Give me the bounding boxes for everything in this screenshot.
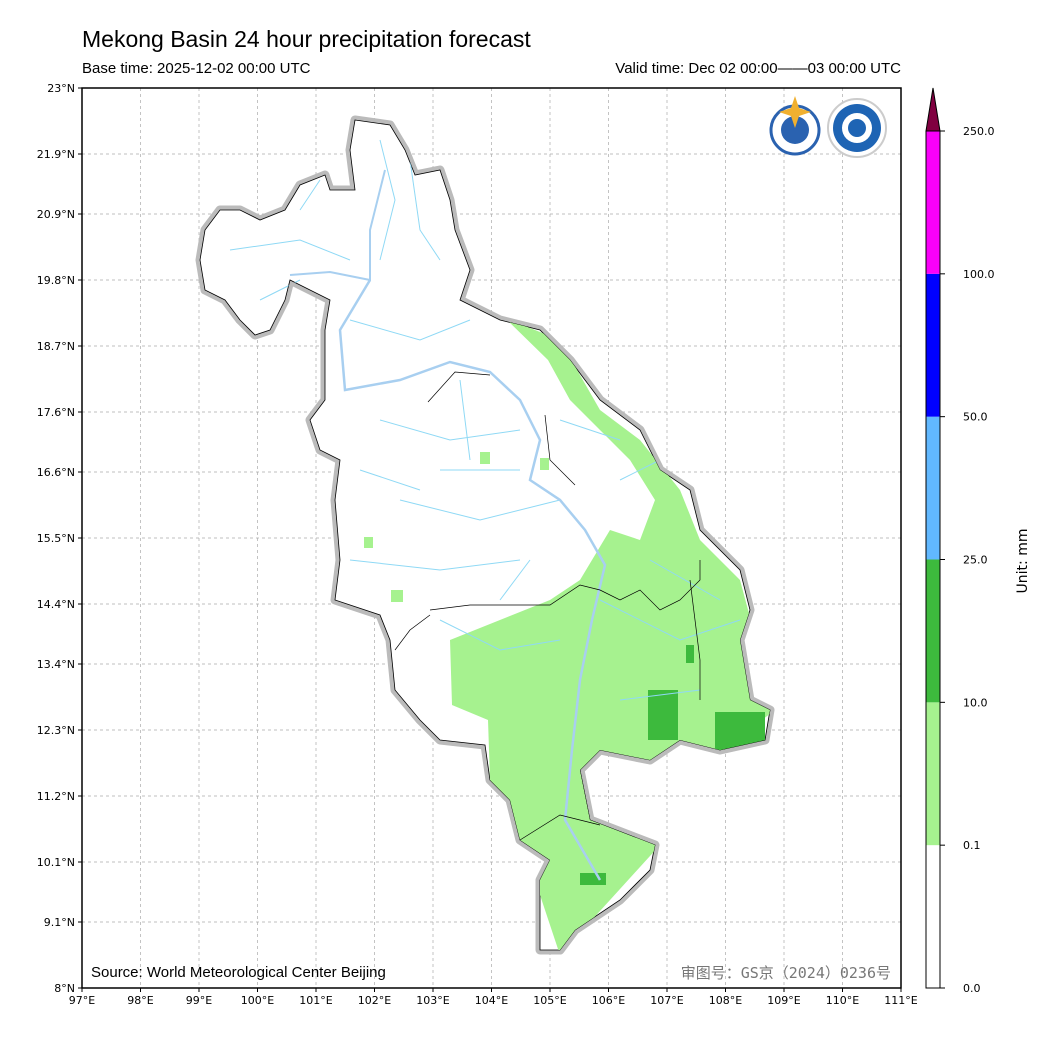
wmo-logo bbox=[769, 96, 821, 156]
colorbar-level-label: 25.0 bbox=[963, 554, 988, 567]
lon-tick-label: 109°E bbox=[767, 994, 800, 1007]
precip-dark-green-patch bbox=[686, 645, 694, 663]
river-branch bbox=[289, 169, 386, 282]
lat-tick-label: 13.4°N bbox=[37, 658, 75, 671]
lat-tick-label: 9.1°N bbox=[44, 916, 75, 929]
country-border bbox=[394, 371, 701, 841]
lon-tick-label: 108°E bbox=[709, 994, 742, 1007]
lat-tick-label: 11.2°N bbox=[37, 790, 75, 803]
lon-tick-label: 99°E bbox=[186, 994, 212, 1007]
lon-tick-label: 105°E bbox=[533, 994, 566, 1007]
precip-dark-green-patch bbox=[648, 690, 678, 740]
lon-tick-label: 110°E bbox=[826, 994, 859, 1007]
cma-logo bbox=[827, 98, 887, 158]
source-label: Source: World Meteorological Center Beij… bbox=[91, 964, 386, 981]
colorbar-segment bbox=[926, 559, 940, 703]
colorbar-level-label: 50.0 bbox=[963, 411, 988, 424]
mekong-river bbox=[338, 279, 607, 881]
lon-tick-label: 111°E bbox=[884, 994, 917, 1007]
colorbar-level-label: 10.0 bbox=[963, 696, 988, 709]
lon-tick-label: 106°E bbox=[592, 994, 625, 1007]
map-approval-number: 审图号：GS京（2024）0236号 bbox=[681, 964, 891, 982]
axis-ticks: 97°E 98°E 99°E 100°E 101°E 102°E 103°E 104°E 105… bbox=[37, 82, 918, 1007]
colorbar-level-label: 100.0 bbox=[963, 268, 995, 281]
precip-light-green bbox=[450, 318, 770, 950]
precip-light-green-patch bbox=[540, 458, 549, 470]
lon-tick-label: 104°E bbox=[475, 994, 508, 1007]
lat-tick-label: 21.9°N bbox=[37, 148, 75, 161]
lat-tick-label: 23°N bbox=[47, 82, 75, 95]
colorbar-segment bbox=[926, 845, 940, 988]
colorbar-unit-label: Unit: mm bbox=[1015, 529, 1031, 594]
colorbar-segment bbox=[926, 131, 940, 274]
lat-tick-label: 12.3°N bbox=[37, 724, 75, 737]
lat-tick-label: 17.6°N bbox=[37, 406, 75, 419]
colorbar-level-label: 0.1 bbox=[963, 839, 981, 852]
lon-tick-label: 102°E bbox=[358, 994, 391, 1007]
lat-tick-label: 14.4°N bbox=[37, 598, 75, 611]
colorbar-extend-arrow bbox=[925, 87, 941, 132]
colorbar-segment bbox=[926, 273, 940, 417]
precip-dark-green-patch bbox=[580, 873, 606, 885]
precip-light-green-patch bbox=[364, 537, 373, 548]
lat-tick-label: 15.5°N bbox=[37, 532, 75, 545]
lat-tick-label: 10.1°N bbox=[37, 856, 75, 869]
lon-tick-label: 101°E bbox=[299, 994, 332, 1007]
lon-tick-label: 103°E bbox=[416, 994, 449, 1007]
valid-time: Valid time: Dec 02 00:00——03 00:00 UTC bbox=[615, 60, 901, 77]
colorbar-segment bbox=[926, 702, 940, 846]
precip-field bbox=[364, 318, 770, 950]
lat-tick-label: 8°N bbox=[54, 982, 75, 995]
tributaries bbox=[229, 139, 741, 701]
colorbar-segment bbox=[926, 416, 940, 560]
lon-tick-label: 97°E bbox=[69, 994, 95, 1007]
lon-tick-label: 107°E bbox=[650, 994, 683, 1007]
lat-tick-label: 18.7°N bbox=[37, 340, 75, 353]
lat-tick-label: 20.9°N bbox=[37, 208, 75, 221]
colorbar-level-label: 250.0 bbox=[963, 125, 995, 138]
colorbar: 0.0 0.1 10.0 25.0 50.0 100.0 250.0 bbox=[925, 87, 995, 995]
precip-light-green-patch bbox=[391, 590, 403, 602]
lon-tick-label: 98°E bbox=[127, 994, 153, 1007]
map-title: Mekong Basin 24 hour precipitation forec… bbox=[82, 26, 531, 52]
precip-light-green-patch bbox=[480, 452, 490, 464]
lat-tick-label: 16.6°N bbox=[37, 466, 75, 479]
lat-tick-label: 19.8°N bbox=[37, 274, 75, 287]
lon-tick-label: 100°E bbox=[241, 994, 274, 1007]
colorbar-level-label: 0.0 bbox=[963, 982, 981, 995]
base-time: Base time: 2025-12-02 00:00 UTC bbox=[82, 60, 311, 77]
